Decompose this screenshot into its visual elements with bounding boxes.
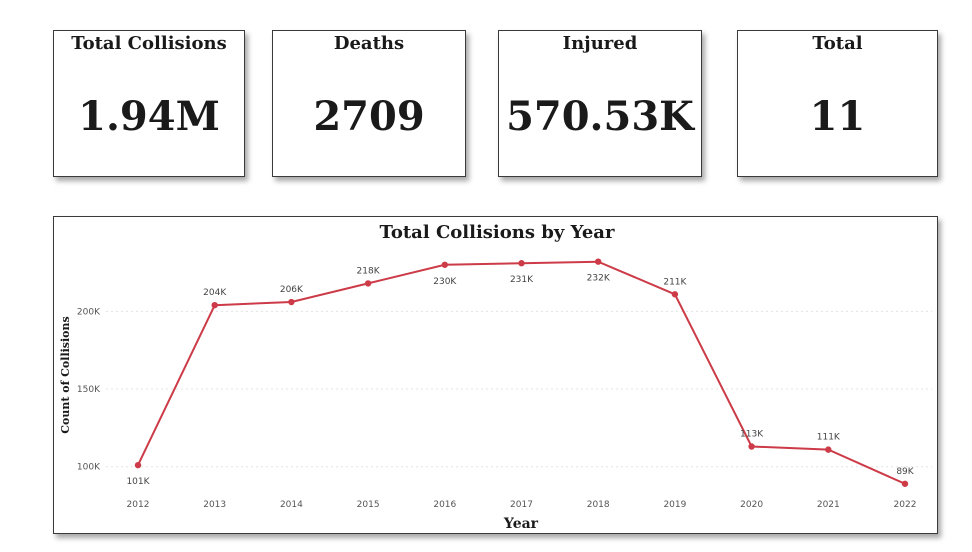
x-axis-ticks: 2012 2013 2014 2015 2016 2017 2018 2019 2020 2021… <box>127 500 917 510</box>
data-labels: 101K 204K 206K 218K 230K 231K 232K 211K 113K 111K… <box>126 266 914 487</box>
x-tick-label: 2015 <box>357 500 380 510</box>
gridlines <box>106 310 932 468</box>
data-label: 231K <box>510 275 534 285</box>
data-points <box>134 258 909 487</box>
data-point[interactable] <box>288 298 295 306</box>
y-axis-ticks: 100K 150K 200K <box>77 307 101 472</box>
y-axis-label: Count of Collisions <box>59 316 72 433</box>
data-label: 204K <box>203 288 227 298</box>
data-label: 111K <box>817 433 841 443</box>
kpi-title: Injured <box>562 33 638 54</box>
data-point[interactable] <box>134 461 142 469</box>
data-label: 218K <box>357 266 381 276</box>
x-tick-label: 2014 <box>280 500 303 510</box>
x-tick-label: 2016 <box>433 500 456 510</box>
data-label: 206K <box>280 285 304 295</box>
data-label: 232K <box>587 274 611 284</box>
kpi-value: 2709 <box>313 93 425 140</box>
x-tick-label: 2017 <box>510 500 533 510</box>
data-label: 211K <box>663 277 687 287</box>
kpi-title: Total Collisions <box>71 33 227 54</box>
kpi-title: Deaths <box>333 33 405 54</box>
x-tick-label: 2021 <box>817 500 840 510</box>
data-point[interactable] <box>441 261 448 268</box>
data-point[interactable] <box>748 443 755 450</box>
kpi-card-total-collisions[interactable]: Total Collisions 1.94M <box>53 30 245 177</box>
kpi-value: 11 <box>809 93 866 140</box>
chart-title: Total Collisions by Year <box>380 222 615 243</box>
kpi-value: 1.94M <box>78 93 220 140</box>
data-point[interactable] <box>901 480 909 487</box>
collisions-by-year-chart[interactable]: Total Collisions by Year 100K 150K 200K 20… <box>53 216 938 534</box>
kpi-card-deaths[interactable]: Deaths 2709 <box>272 30 466 177</box>
x-tick-label: 2022 <box>894 500 917 510</box>
kpi-card-total[interactable]: Total 11 <box>737 30 938 177</box>
line-chart: Total Collisions by Year 100K 150K 200K 20… <box>59 222 932 532</box>
x-tick-label: 2018 <box>587 500 610 510</box>
x-tick-label: 2020 <box>740 500 763 510</box>
y-tick-label: 200K <box>77 307 101 317</box>
kpi-title: Total <box>812 33 863 54</box>
y-tick-label: 100K <box>77 463 101 473</box>
x-tick-label: 2019 <box>663 500 686 510</box>
data-point[interactable] <box>211 301 218 309</box>
x-tick-label: 2012 <box>127 500 150 510</box>
data-point[interactable] <box>595 258 602 265</box>
data-point[interactable] <box>364 280 372 287</box>
kpi-card-injured[interactable]: Injured 570.53K <box>498 30 702 177</box>
data-label: 89K <box>896 467 914 477</box>
kpi-value: 570.53K <box>506 93 694 140</box>
x-tick-label: 2013 <box>203 500 226 510</box>
data-point[interactable] <box>825 446 832 453</box>
data-label: 101K <box>126 477 150 487</box>
data-point[interactable] <box>671 291 679 298</box>
data-label: 230K <box>433 277 457 287</box>
data-point[interactable] <box>518 260 525 267</box>
series-line <box>137 260 906 485</box>
y-tick-label: 150K <box>77 385 101 395</box>
x-axis-label: Year <box>503 516 539 532</box>
data-label: 113K <box>740 430 764 440</box>
